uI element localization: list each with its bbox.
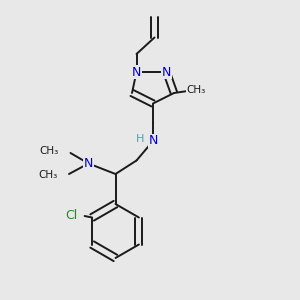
- Text: N: N: [84, 157, 93, 170]
- Text: CH₃: CH₃: [38, 170, 58, 181]
- Text: N: N: [162, 65, 171, 79]
- Text: N: N: [132, 65, 141, 79]
- Text: Cl: Cl: [65, 209, 77, 222]
- Text: H: H: [136, 134, 145, 145]
- Text: CH₃: CH₃: [40, 146, 59, 157]
- Text: N: N: [149, 134, 158, 148]
- Text: CH₃: CH₃: [187, 85, 206, 95]
